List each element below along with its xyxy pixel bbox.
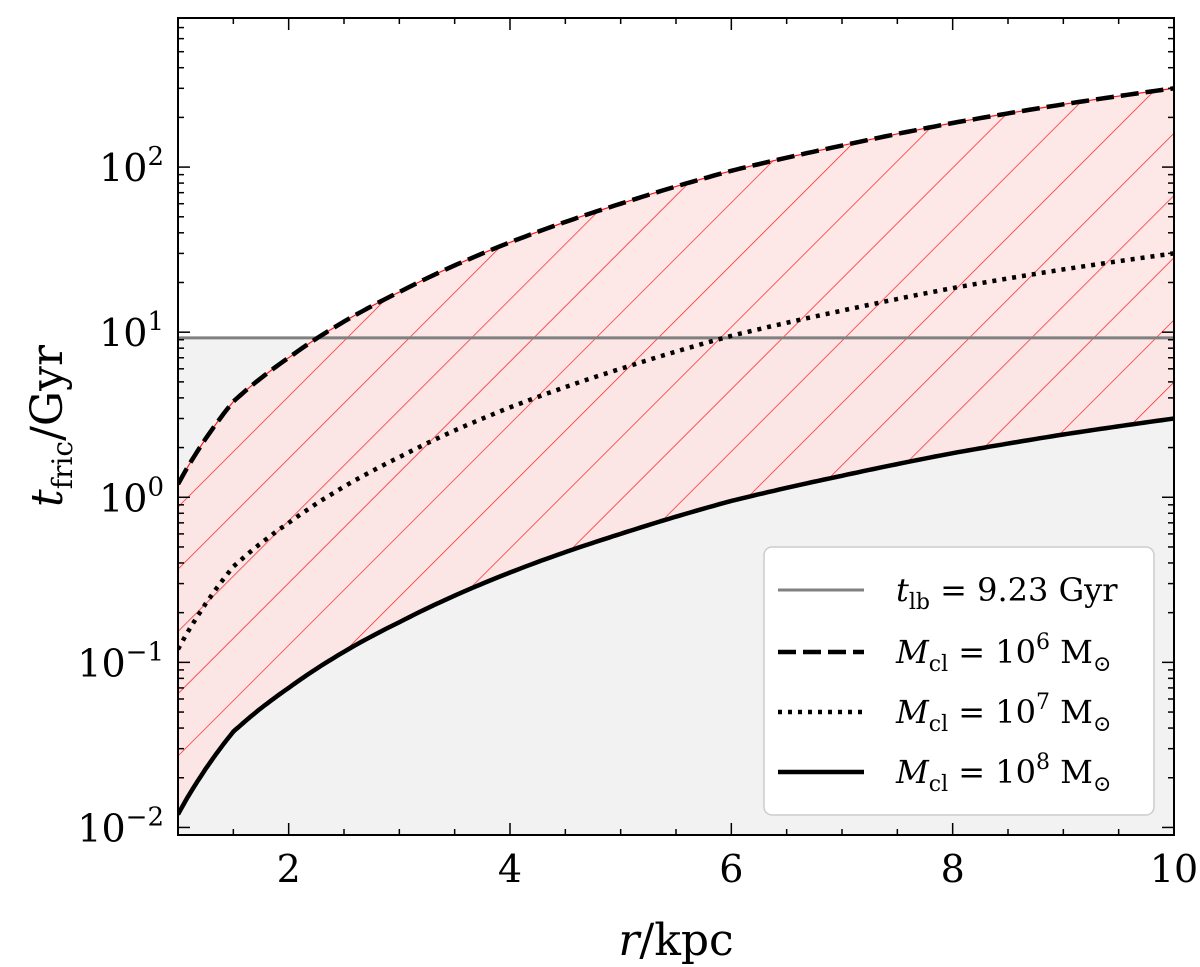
series-line-1: [178, 86, 1174, 486]
legend: tlb = 9.23 Gyr Mcl = 106 M⊙ Mcl = 107 M⊙ Mc…: [763, 546, 1155, 816]
legend-label-3: Mcl = 107 M⊙: [895, 690, 1111, 737]
y-tick-label: 10−2: [77, 802, 164, 850]
y-tick-label: 100: [99, 472, 164, 520]
tick-labels: 2 4 6 8 10 10−2 10−1 100 101 102: [77, 142, 1198, 891]
x-tick-label: 10: [1150, 847, 1198, 891]
x-tick-label: 2: [277, 847, 301, 891]
y-tick-label: 101: [99, 307, 164, 355]
legend-label-4: Mcl = 108 M⊙: [895, 750, 1111, 797]
x-tick-label: 4: [498, 847, 522, 891]
legend-box: [763, 546, 1155, 816]
x-axis-title: r/kpc: [618, 915, 733, 966]
x-tick-label: 6: [719, 847, 743, 891]
series-line-3: [178, 416, 1174, 816]
legend-label-1: tlb = 9.23 Gyr: [896, 571, 1118, 615]
y-axis-title: tfric/Gyr: [22, 344, 79, 507]
y-tick-label: 102: [99, 142, 164, 190]
axis-ticks: [177, 17, 1175, 836]
legend-label-2: Mcl = 106 M⊙: [895, 630, 1111, 677]
x-tick-label: 8: [941, 847, 965, 891]
y-tick-label: 10−1: [77, 637, 164, 685]
